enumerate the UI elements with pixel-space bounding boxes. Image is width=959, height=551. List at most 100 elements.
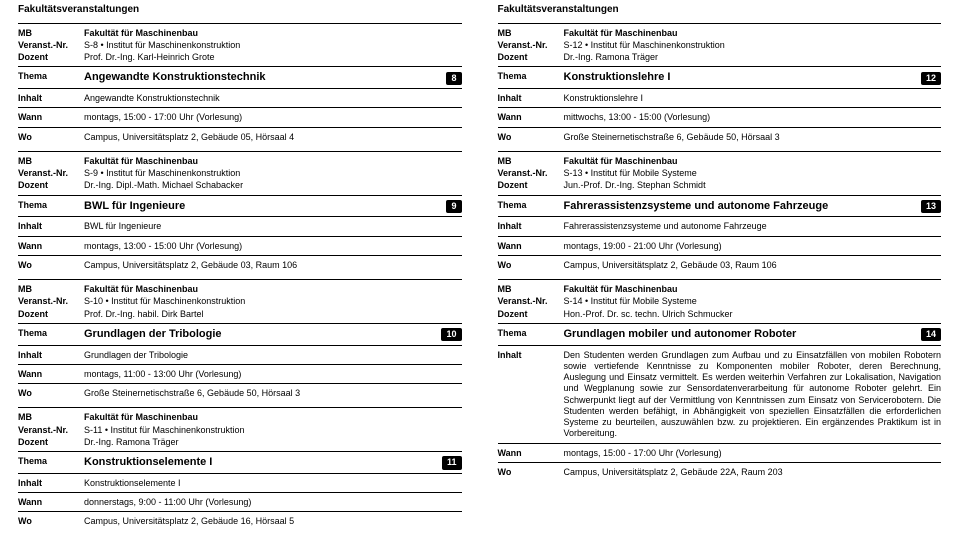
left-column: Fakultätsveranstaltungen MBFakultät für … <box>0 0 480 536</box>
wann-label: Wann <box>18 369 84 380</box>
inhalt-value: Fahrerassistenzsysteme und autonome Fahr… <box>564 221 942 232</box>
wann-value: montags, 19:00 - 21:00 Uhr (Vorlesung) <box>564 241 942 252</box>
thema-value: BWL für Ingenieure <box>84 200 438 214</box>
thema-label: Thema <box>18 71 84 82</box>
thema-label: Thema <box>498 71 564 82</box>
thema-label: Thema <box>498 328 564 339</box>
divider <box>498 323 942 324</box>
veranst-label: Veranst.-Nr. <box>18 425 84 436</box>
wo-label: Wo <box>18 260 84 271</box>
divider <box>498 151 942 152</box>
thema-value: Grundlagen mobiler und autonomer Roboter <box>564 328 913 342</box>
page: Fakultätsveranstaltungen MBFakultät für … <box>0 0 959 536</box>
wann-value: montags, 15:00 - 17:00 Uhr (Vorlesung) <box>564 448 942 459</box>
dozent-label: Dozent <box>498 309 564 320</box>
thema-label: Thema <box>498 200 564 211</box>
tag-label: MB <box>498 28 564 39</box>
divider <box>18 88 462 89</box>
divider <box>18 23 462 24</box>
fakultaet: Fakultät für Maschinenbau <box>564 156 942 167</box>
veranst-value: S-10 • Institut für Maschinenkonstruktio… <box>84 296 462 307</box>
divider <box>18 323 462 324</box>
divider <box>18 127 462 128</box>
divider <box>498 255 942 256</box>
divider <box>18 451 462 452</box>
wann-label: Wann <box>498 112 564 123</box>
wo-value: Campus, Universitätsplatz 2, Gebäude 05,… <box>84 132 462 143</box>
wo-value: Große Steinernetischstraße 6, Gebäude 50… <box>564 132 942 143</box>
fakultaet: Fakultät für Maschinenbau <box>84 28 462 39</box>
inhalt-label: Inhalt <box>18 350 84 361</box>
divider <box>18 383 462 384</box>
fakultaet: Fakultät für Maschinenbau <box>84 284 462 295</box>
dozent-label: Dozent <box>18 180 84 191</box>
course-entry: MBFakultät für Maschinenbau Veranst.-Nr.… <box>498 151 942 271</box>
veranst-label: Veranst.-Nr. <box>18 168 84 179</box>
veranst-value: S-11 • Institut für Maschinenkonstruktio… <box>84 425 462 436</box>
dozent-value: Dr.-Ing. Ramona Träger <box>564 52 942 63</box>
wann-label: Wann <box>18 112 84 123</box>
divider <box>498 236 942 237</box>
fakultaet: Fakultät für Maschinenbau <box>84 156 462 167</box>
dozent-value: Prof. Dr.-Ing. Karl-Heinrich Grote <box>84 52 462 63</box>
wann-value: montags, 15:00 - 17:00 Uhr (Vorlesung) <box>84 112 462 123</box>
right-column: Fakultätsveranstaltungen MBFakultät für … <box>480 0 959 536</box>
tag-label: MB <box>18 412 84 423</box>
dozent-label: Dozent <box>18 437 84 448</box>
thema-label: Thema <box>18 328 84 339</box>
page-header-left: Fakultätsveranstaltungen <box>18 4 462 17</box>
tag-label: MB <box>498 284 564 295</box>
divider <box>498 279 942 280</box>
wann-label: Wann <box>498 448 564 459</box>
divider <box>18 216 462 217</box>
veranst-value: S-9 • Institut für Maschinenkonstruktion <box>84 168 462 179</box>
wo-label: Wo <box>18 388 84 399</box>
inhalt-label: Inhalt <box>18 221 84 232</box>
dozent-label: Dozent <box>18 309 84 320</box>
divider <box>18 364 462 365</box>
divider <box>18 345 462 346</box>
veranst-value: S-8 • Institut für Maschinenkonstruktion <box>84 40 462 51</box>
fakultaet: Fakultät für Maschinenbau <box>564 28 942 39</box>
wo-label: Wo <box>18 516 84 527</box>
divider <box>18 492 462 493</box>
page-header-right: Fakultätsveranstaltungen <box>498 4 942 17</box>
inhalt-value: Konstruktionslehre I <box>564 93 942 104</box>
inhalt-value: Den Studenten werden Grundlagen zum Aufb… <box>564 350 942 440</box>
dozent-value: Dr.-Ing. Dipl.-Math. Michael Schabacker <box>84 180 462 191</box>
course-badge: 10 <box>441 328 461 341</box>
wo-value: Campus, Universitätsplatz 2, Gebäude 22A… <box>564 467 942 478</box>
wo-label: Wo <box>498 467 564 478</box>
course-badge: 14 <box>921 328 941 341</box>
thema-value: Fahrerassistenzsysteme und autonome Fahr… <box>564 200 913 214</box>
thema-label: Thema <box>18 456 84 467</box>
inhalt-value: Grundlagen der Tribologie <box>84 350 462 361</box>
dozent-value: Dr.-Ing. Ramona Träger <box>84 437 462 448</box>
veranst-label: Veranst.-Nr. <box>498 168 564 179</box>
divider <box>498 107 942 108</box>
divider <box>18 151 462 152</box>
course-badge: 8 <box>446 72 461 85</box>
dozent-label: Dozent <box>498 52 564 63</box>
divider <box>18 107 462 108</box>
dozent-label: Dozent <box>498 180 564 191</box>
course-badge: 12 <box>921 72 941 85</box>
wann-label: Wann <box>498 241 564 252</box>
divider <box>498 195 942 196</box>
course-entry: MBFakultät für Maschinenbau Veranst.-Nr.… <box>498 23 942 143</box>
wo-value: Große Steinernetischstraße 6, Gebäude 50… <box>84 388 462 399</box>
veranst-label: Veranst.-Nr. <box>18 296 84 307</box>
tag-label: MB <box>18 156 84 167</box>
wo-value: Campus, Universitätsplatz 2, Gebäude 16,… <box>84 516 462 527</box>
dozent-value: Prof. Dr.-Ing. habil. Dirk Bartel <box>84 309 462 320</box>
wo-value: Campus, Universitätsplatz 2, Gebäude 03,… <box>84 260 462 271</box>
thema-value: Konstruktionslehre I <box>564 71 913 85</box>
divider <box>498 127 942 128</box>
divider <box>18 407 462 408</box>
divider <box>498 443 942 444</box>
wann-label: Wann <box>18 241 84 252</box>
dozent-value: Jun.-Prof. Dr.-Ing. Stephan Schmidt <box>564 180 942 191</box>
veranst-value: S-13 • Institut für Mobile Systeme <box>564 168 942 179</box>
divider <box>18 255 462 256</box>
divider <box>18 473 462 474</box>
